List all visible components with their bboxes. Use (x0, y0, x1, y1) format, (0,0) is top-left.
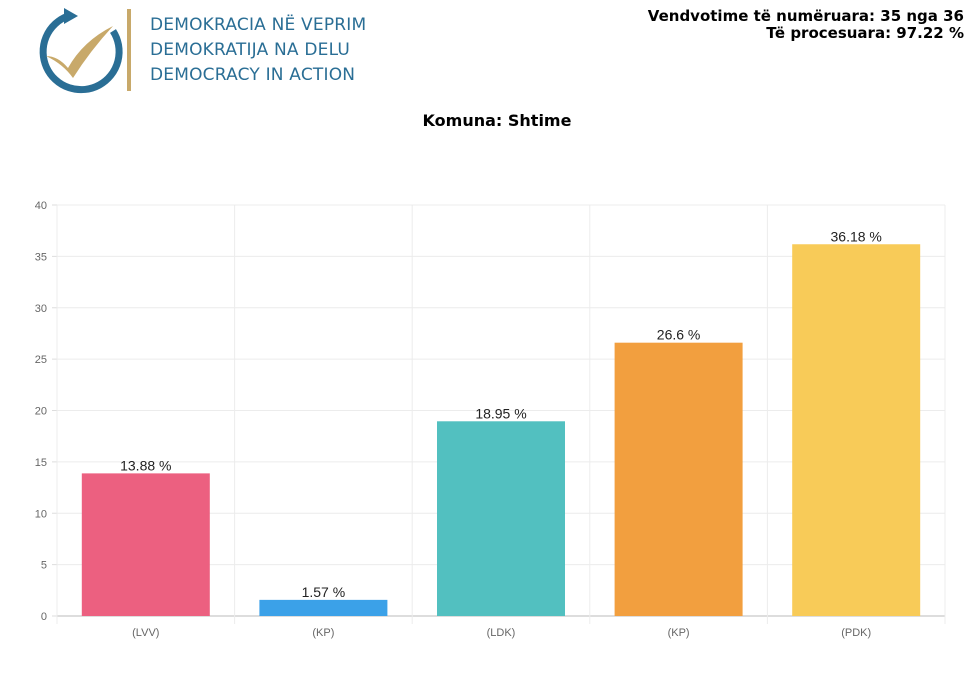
chart-title: Komuna: Shtime (422, 111, 572, 130)
data-label: 13.88 % (120, 457, 171, 473)
stats-processed: Të procesuara: 97.22 % (766, 24, 964, 42)
x-tick-label: (KP) (668, 627, 690, 639)
logo-icon (39, 8, 123, 94)
data-label: 18.95 % (475, 405, 526, 421)
logo-text-english: DEMOCRACY IN ACTION (150, 65, 356, 85)
stats-panel: Vendvotime të numëruara: 35 nga 36 Të pr… (648, 8, 964, 42)
y-tick-label: 10 (35, 508, 47, 520)
stats-counted: Vendvotime të numëruara: 35 nga 36 (647, 7, 964, 25)
data-label: 26.6 % (657, 327, 701, 343)
data-label: 1.57 % (302, 584, 346, 600)
bar-lvv (81, 473, 210, 616)
y-tick-label: 20 (35, 406, 47, 418)
y-tick-label: 0 (41, 611, 47, 623)
bar-kp (259, 599, 388, 616)
y-tick-label: 30 (35, 303, 47, 315)
x-tick-label: (LVV) (132, 627, 159, 639)
y-tick-label: 40 (35, 200, 47, 212)
logo-divider (127, 9, 131, 91)
logo-text-albanian: DEMOKRACIA NË VEPRIM (150, 15, 367, 35)
y-tick-label: 15 (35, 457, 47, 469)
y-tick-label: 25 (35, 354, 47, 366)
logo-text-serbian: DEMOKRATIJA NA DELU (150, 40, 351, 60)
y-tick-label: 5 (41, 560, 47, 572)
bar-kp (614, 342, 743, 616)
x-tick-label: (PDK) (841, 627, 871, 639)
data-label: 36.18 % (831, 228, 882, 244)
bar-ldk (437, 421, 565, 616)
y-tick-label: 35 (35, 251, 47, 263)
x-tick-label: (KP) (312, 627, 334, 639)
x-tick-label: (LDK) (487, 627, 516, 639)
bar-pdk (792, 244, 921, 617)
